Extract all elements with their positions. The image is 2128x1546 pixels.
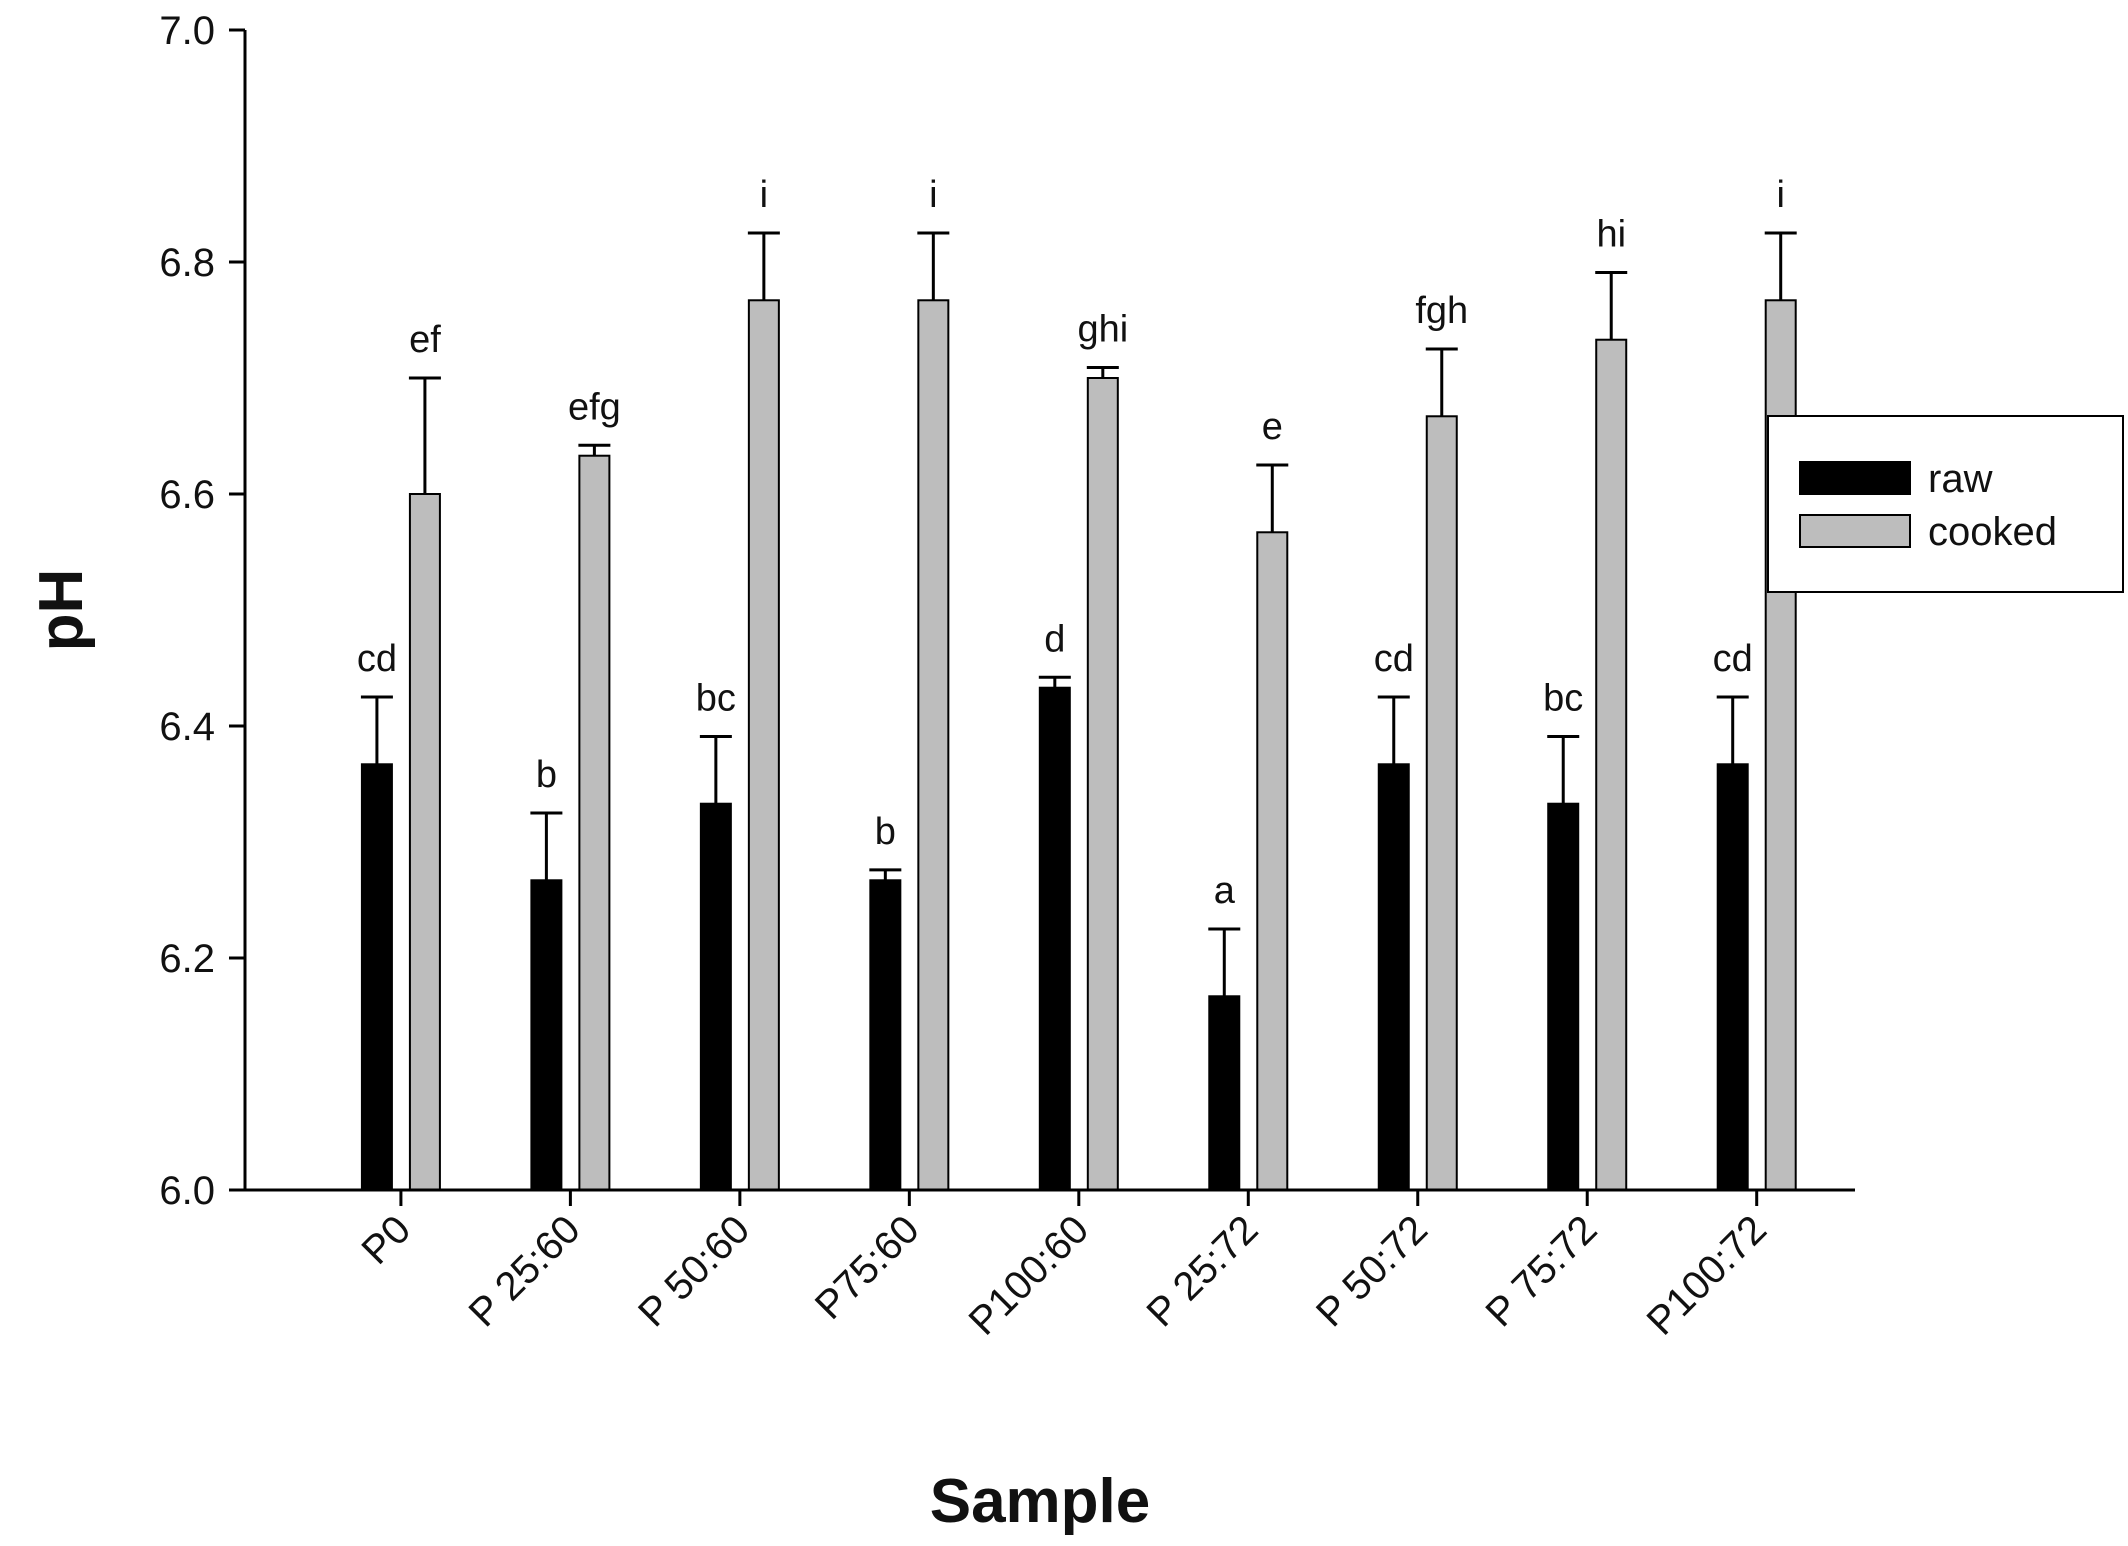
sig-label-raw: b — [875, 811, 896, 853]
x-tick-label: P100:72 — [1639, 1207, 1775, 1343]
sig-label-raw: cd — [1374, 638, 1414, 680]
x-axis-title: Sample — [930, 1467, 1151, 1536]
bar-raw — [1547, 802, 1580, 1191]
bar-cooked — [917, 299, 950, 1191]
sig-label-cooked: ef — [409, 319, 441, 361]
sig-label-cooked: i — [1776, 174, 1784, 216]
x-tick-label: P 75:72 — [1477, 1207, 1605, 1335]
y-tick-label: 6.4 — [159, 705, 215, 749]
y-ticks: 6.0 6.2 6.4 6.6 6.8 7.0 — [159, 9, 245, 1213]
legend-box — [1767, 415, 2124, 593]
legend-label-raw: raw — [1928, 457, 1993, 501]
y-tick-label: 7.0 — [159, 9, 215, 53]
bar-raw — [1716, 763, 1749, 1192]
sig-label-raw: d — [1044, 618, 1065, 660]
x-tick-label: P75:60 — [807, 1207, 928, 1328]
x-tick-label: P 25:60 — [461, 1207, 589, 1335]
sig-label-raw: b — [536, 754, 557, 796]
sig-label-cooked: efg — [568, 386, 621, 428]
bar-raw — [530, 879, 563, 1192]
bar-cooked — [1086, 377, 1119, 1191]
x-ticks: P0 P 25:60 P 50:60 P75:60 P100:60 P 25:72 P 50… — [354, 1190, 1775, 1344]
y-tick-label: 6.2 — [159, 937, 215, 981]
bar-cooked — [1425, 415, 1458, 1191]
legend-swatch-cooked — [1799, 514, 1911, 548]
x-tick-label: P 25:72 — [1139, 1207, 1267, 1335]
x-tick-label: P0 — [354, 1207, 420, 1273]
sig-label-raw: a — [1214, 870, 1236, 912]
bar-cooked — [1256, 531, 1289, 1191]
sig-label-cooked: i — [929, 174, 937, 216]
bar-raw — [1038, 686, 1071, 1191]
y-tick-label: 6.8 — [159, 241, 215, 285]
bar-raw — [360, 763, 393, 1192]
x-tick-label: P 50:72 — [1308, 1207, 1436, 1335]
sig-label-raw: bc — [696, 677, 736, 719]
bar-raw — [1377, 763, 1410, 1192]
sig-label-cooked: e — [1262, 406, 1283, 448]
bar-cooked — [408, 493, 441, 1191]
legend-swatch-raw — [1799, 461, 1911, 495]
bar-raw — [869, 879, 902, 1192]
sig-label-raw: bc — [1543, 677, 1583, 719]
sig-label-raw: cd — [1713, 638, 1753, 680]
sig-label-raw: cd — [357, 638, 397, 680]
bar-cooked — [747, 299, 780, 1191]
legend-label-cooked: cooked — [1928, 510, 2057, 554]
bar-raw — [699, 802, 732, 1191]
sig-label-cooked: hi — [1596, 213, 1626, 255]
y-tick-label: 6.6 — [159, 473, 215, 517]
bar-raw — [1208, 995, 1241, 1192]
y-tick-label: 6.0 — [159, 1169, 215, 1213]
bar-cooked — [578, 454, 611, 1192]
sig-label-cooked: fgh — [1415, 290, 1468, 332]
sig-label-cooked: ghi — [1077, 309, 1128, 351]
x-tick-label: P100:60 — [961, 1207, 1097, 1343]
sig-label-cooked: i — [760, 174, 768, 216]
legend: raw cooked — [1767, 415, 2124, 593]
bar-cooked — [1595, 338, 1628, 1192]
y-axis-title: pH — [27, 569, 96, 652]
x-tick-label: P 50:60 — [630, 1207, 758, 1335]
bars-layer: cd ef b efg bc i b i d ghi a e cd fgh bc hi cd i — [357, 174, 1797, 1192]
